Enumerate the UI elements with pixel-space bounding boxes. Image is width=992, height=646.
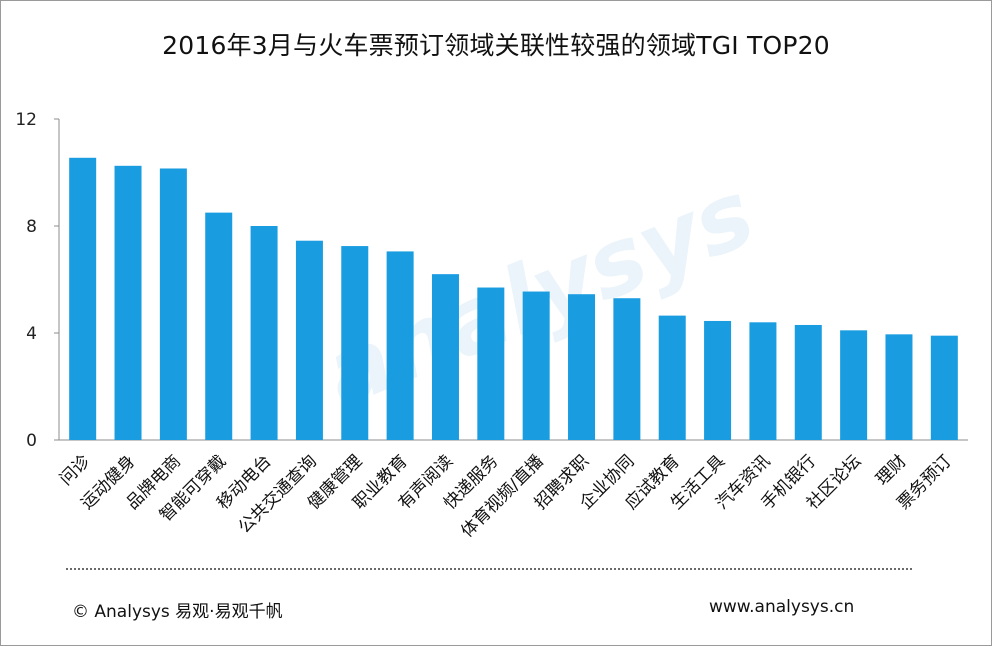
bar-19	[885, 334, 913, 440]
chart-title: 2016年3月与火车票预订领域关联性较强的领域TGI TOP20	[162, 31, 830, 60]
footer-divider	[66, 568, 912, 570]
bar-2	[114, 165, 142, 440]
bar-14	[658, 315, 686, 440]
bar-13	[613, 298, 641, 440]
category-label: 理财	[872, 451, 910, 489]
bar-3	[159, 168, 187, 441]
bar-12	[568, 294, 596, 440]
y-tick-label: 4	[26, 324, 37, 344]
category-label: 问诊	[56, 451, 94, 489]
y-tick-label: 0	[26, 431, 37, 451]
bar-7	[341, 246, 369, 440]
bar-1	[69, 157, 97, 440]
bar-11	[522, 291, 550, 440]
bar-6	[295, 240, 323, 440]
bar-18	[840, 330, 868, 440]
bar-5	[250, 226, 278, 440]
footer-copyright: © Analysys 易观·易观千帆	[72, 602, 283, 622]
bar-16	[749, 322, 777, 440]
y-tick-label: 8	[26, 217, 37, 237]
bar-4	[205, 212, 233, 440]
footer-website[interactable]: www.analysys.cn	[709, 597, 855, 617]
bar-8	[386, 251, 414, 440]
bar-17	[794, 324, 822, 440]
y-tick-label: 12	[15, 110, 37, 130]
bar-15	[704, 320, 732, 440]
bar-20	[930, 335, 958, 440]
bar-10	[477, 287, 505, 440]
bar-9	[431, 274, 459, 440]
